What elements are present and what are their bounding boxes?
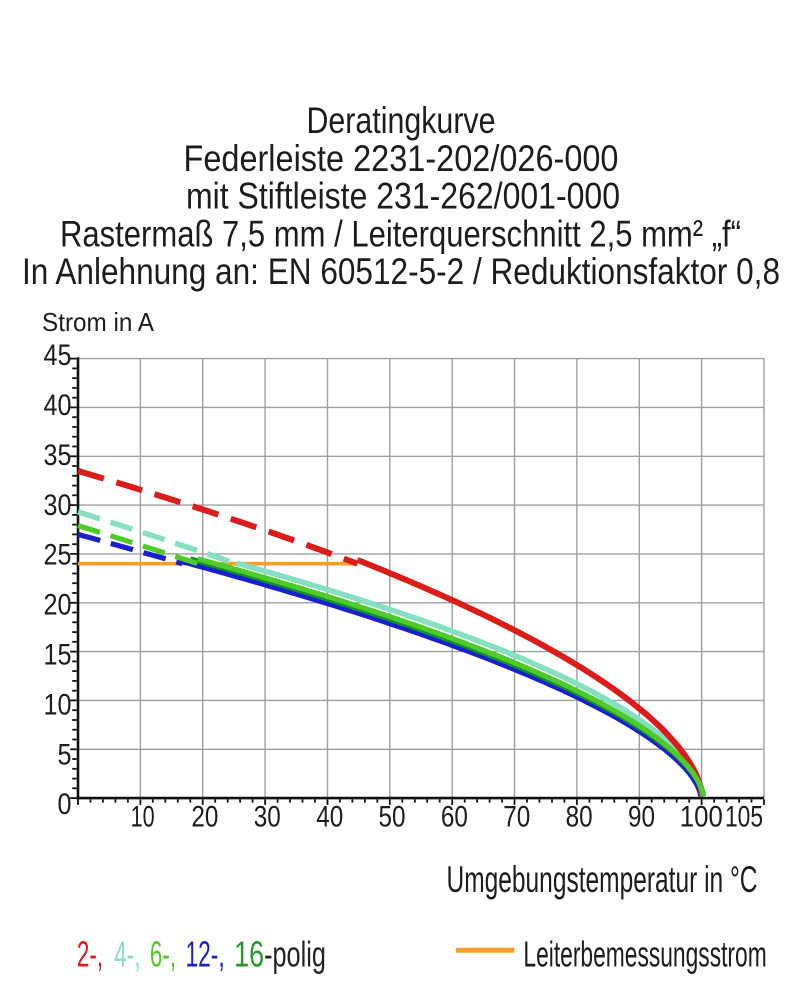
svg-text:-polig: -polig <box>264 934 326 975</box>
svg-text:mit Stiftleiste 231-262/001-00: mit Stiftleiste 231-262/001-000 <box>186 175 620 217</box>
svg-text:Umgebungstemperatur in °C: Umgebungstemperatur in °C <box>447 858 758 900</box>
svg-text:15: 15 <box>44 639 72 672</box>
svg-text:12-,: 12-, <box>186 934 225 975</box>
svg-text:4-,: 4-, <box>114 934 140 975</box>
svg-text:5: 5 <box>58 738 72 771</box>
svg-text:25: 25 <box>44 539 72 572</box>
svg-text:Deratingkurve: Deratingkurve <box>307 99 496 141</box>
svg-text:105: 105 <box>725 801 763 834</box>
svg-text:Rastermaß 7,5 mm / Leiterquers: Rastermaß 7,5 mm / Leiterquerschnitt 2,5… <box>60 212 741 254</box>
svg-text:Leiterbemessungsstrom: Leiterbemessungsstrom <box>523 934 766 975</box>
svg-text:6-,: 6-, <box>150 934 176 975</box>
svg-text:Federleiste 2231-202/026-000: Federleiste 2231-202/026-000 <box>184 137 619 179</box>
svg-text:In Anlehnung an: EN 60512-5-2: In Anlehnung an: EN 60512-5-2 / Reduktio… <box>22 250 780 292</box>
svg-text:70: 70 <box>503 801 530 834</box>
svg-text:10: 10 <box>44 688 72 721</box>
svg-text:80: 80 <box>566 801 593 834</box>
svg-text:16: 16 <box>234 934 264 975</box>
svg-text:35: 35 <box>44 439 72 472</box>
svg-text:40: 40 <box>316 801 343 834</box>
svg-text:40: 40 <box>44 389 72 422</box>
svg-text:30: 30 <box>254 801 281 834</box>
svg-text:45: 45 <box>44 339 72 372</box>
svg-text:Strom in A: Strom in A <box>42 307 155 337</box>
svg-text:20: 20 <box>44 589 72 622</box>
svg-text:10: 10 <box>131 801 155 834</box>
svg-text:20: 20 <box>191 801 218 834</box>
svg-text:30: 30 <box>44 489 72 522</box>
svg-text:0: 0 <box>58 788 72 821</box>
svg-text:50: 50 <box>379 801 406 834</box>
svg-text:100: 100 <box>680 801 723 834</box>
svg-text:90: 90 <box>628 801 655 834</box>
svg-text:2-,: 2-, <box>77 934 103 975</box>
svg-text:60: 60 <box>441 801 468 834</box>
